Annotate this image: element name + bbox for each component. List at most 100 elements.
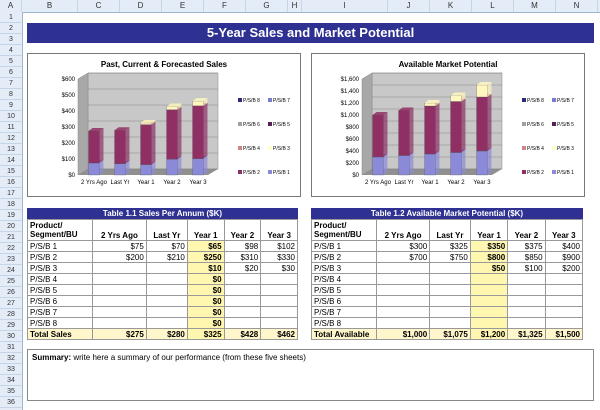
table-cell[interactable] [544, 306, 584, 318]
total-cell[interactable]: Total Sales [27, 328, 93, 340]
column-header-m[interactable]: M [514, 0, 556, 12]
table-cell[interactable] [260, 295, 298, 307]
table-cell[interactable] [223, 317, 262, 329]
table-cell[interactable]: $100 [507, 262, 546, 274]
table-cell[interactable] [469, 273, 509, 285]
row-header-9[interactable]: 9 [0, 100, 22, 111]
total-cell[interactable]: $428 [223, 328, 262, 340]
row-header-5[interactable]: 5 [0, 56, 22, 67]
bar-segment[interactable] [372, 114, 384, 158]
bar-segment[interactable] [166, 109, 178, 160]
bar-segment[interactable] [424, 153, 436, 176]
table-cell[interactable]: P/S/B 5 [311, 284, 377, 296]
total-cell[interactable]: $462 [260, 328, 298, 340]
table1-header-cell[interactable]: Product/ Segment/BU [27, 219, 93, 241]
column-header-c[interactable]: C [78, 0, 120, 12]
bar-segment[interactable] [476, 84, 488, 98]
row-header-20[interactable]: 20 [0, 221, 22, 232]
table2-header-cell[interactable]: Year 2 [507, 219, 546, 241]
row-header-12[interactable]: 12 [0, 133, 22, 144]
table-cell[interactable]: $300 [375, 240, 431, 252]
table-cell[interactable] [507, 306, 546, 318]
total-cell[interactable]: $1,500 [544, 328, 584, 340]
column-header-a[interactable]: A [0, 0, 22, 12]
table-cell[interactable]: $900 [544, 251, 584, 263]
table-cell[interactable] [469, 295, 509, 307]
table-cell[interactable]: $210 [145, 251, 188, 263]
summary-box[interactable]: Summary: write here a summary of our per… [27, 349, 594, 401]
table1-header-cell[interactable]: Year 2 [223, 219, 262, 241]
row-header-32[interactable]: 32 [0, 353, 22, 364]
table-cell[interactable] [145, 284, 188, 296]
table-cell[interactable]: $0 [186, 273, 225, 285]
total-cell[interactable]: $325 [186, 328, 225, 340]
column-header-n[interactable]: N [556, 0, 598, 12]
row-header-11[interactable]: 11 [0, 122, 22, 133]
table-cell[interactable]: P/S/B 8 [311, 317, 377, 329]
table-cell[interactable] [92, 317, 147, 329]
table-cell[interactable]: $200 [92, 251, 147, 263]
table-cell[interactable] [223, 273, 262, 285]
total-cell[interactable]: $1,075 [429, 328, 471, 340]
bar-segment[interactable] [476, 150, 488, 176]
market-chart[interactable]: Available Market Potential $0 $200 $400 $60… [311, 53, 585, 197]
total-cell[interactable]: $280 [145, 328, 188, 340]
row-header-10[interactable]: 10 [0, 111, 22, 122]
table-cell[interactable] [429, 273, 471, 285]
column-header-e[interactable]: E [162, 0, 204, 12]
table2-header-cell[interactable]: Year 3 [544, 219, 584, 241]
row-header-24[interactable]: 24 [0, 265, 22, 276]
bar-segment[interactable] [450, 101, 462, 153]
total-cell[interactable]: $275 [92, 328, 147, 340]
table-cell[interactable]: P/S/B 8 [27, 317, 93, 329]
table-cell[interactable]: $200 [544, 262, 584, 274]
bar-segment[interactable] [192, 100, 204, 107]
table-cell[interactable] [507, 295, 546, 307]
table-cell[interactable] [544, 273, 584, 285]
row-header-28[interactable]: 28 [0, 309, 22, 320]
table-cell[interactable]: $350 [469, 240, 509, 252]
row-header-30[interactable]: 30 [0, 331, 22, 342]
table-cell[interactable] [223, 306, 262, 318]
bar-segment[interactable] [398, 155, 410, 176]
table-cell[interactable] [507, 273, 546, 285]
bar-segment[interactable] [140, 164, 152, 176]
total-cell[interactable]: Total Available [311, 328, 377, 340]
table-cell[interactable]: $0 [186, 306, 225, 318]
table-cell[interactable]: $75 [92, 240, 147, 252]
table-cell[interactable]: $800 [469, 251, 509, 263]
table-cell[interactable] [145, 262, 188, 274]
row-header-7[interactable]: 7 [0, 78, 22, 89]
table1-header-cell[interactable]: Year 1 [186, 219, 225, 241]
table-cell[interactable] [223, 284, 262, 296]
table2-header-cell[interactable]: Last Yr [429, 219, 471, 241]
table-cell[interactable] [507, 317, 546, 329]
bar-segment[interactable] [140, 122, 152, 125]
table-cell[interactable] [429, 295, 471, 307]
row-header-17[interactable]: 17 [0, 188, 22, 199]
row-header-8[interactable]: 8 [0, 89, 22, 100]
table-cell[interactable] [469, 317, 509, 329]
table-cell[interactable]: P/S/B 4 [27, 273, 93, 285]
total-cell[interactable]: $1,325 [507, 328, 546, 340]
table-cell[interactable] [469, 284, 509, 296]
table-cell[interactable] [429, 317, 471, 329]
table-cell[interactable]: P/S/B 3 [27, 262, 93, 274]
table-cell[interactable]: $70 [145, 240, 188, 252]
column-header-g[interactable]: G [246, 0, 288, 12]
bar-segment[interactable] [88, 130, 100, 164]
table-cell[interactable]: $400 [544, 240, 584, 252]
column-header-h[interactable]: H [288, 0, 302, 12]
table-cell[interactable]: $10 [186, 262, 225, 274]
table-cell[interactable]: $30 [260, 262, 298, 274]
row-header-34[interactable]: 34 [0, 375, 22, 386]
column-header-f[interactable]: F [204, 0, 246, 12]
table1-header-cell[interactable]: Last Yr [145, 219, 188, 241]
table-cell[interactable] [507, 284, 546, 296]
table-cell[interactable] [92, 306, 147, 318]
table-cell[interactable] [375, 273, 431, 285]
bar-segment[interactable] [450, 95, 462, 102]
bar-segment[interactable] [372, 156, 384, 176]
table-cell[interactable]: P/S/B 1 [311, 240, 377, 252]
table-cell[interactable]: $310 [223, 251, 262, 263]
